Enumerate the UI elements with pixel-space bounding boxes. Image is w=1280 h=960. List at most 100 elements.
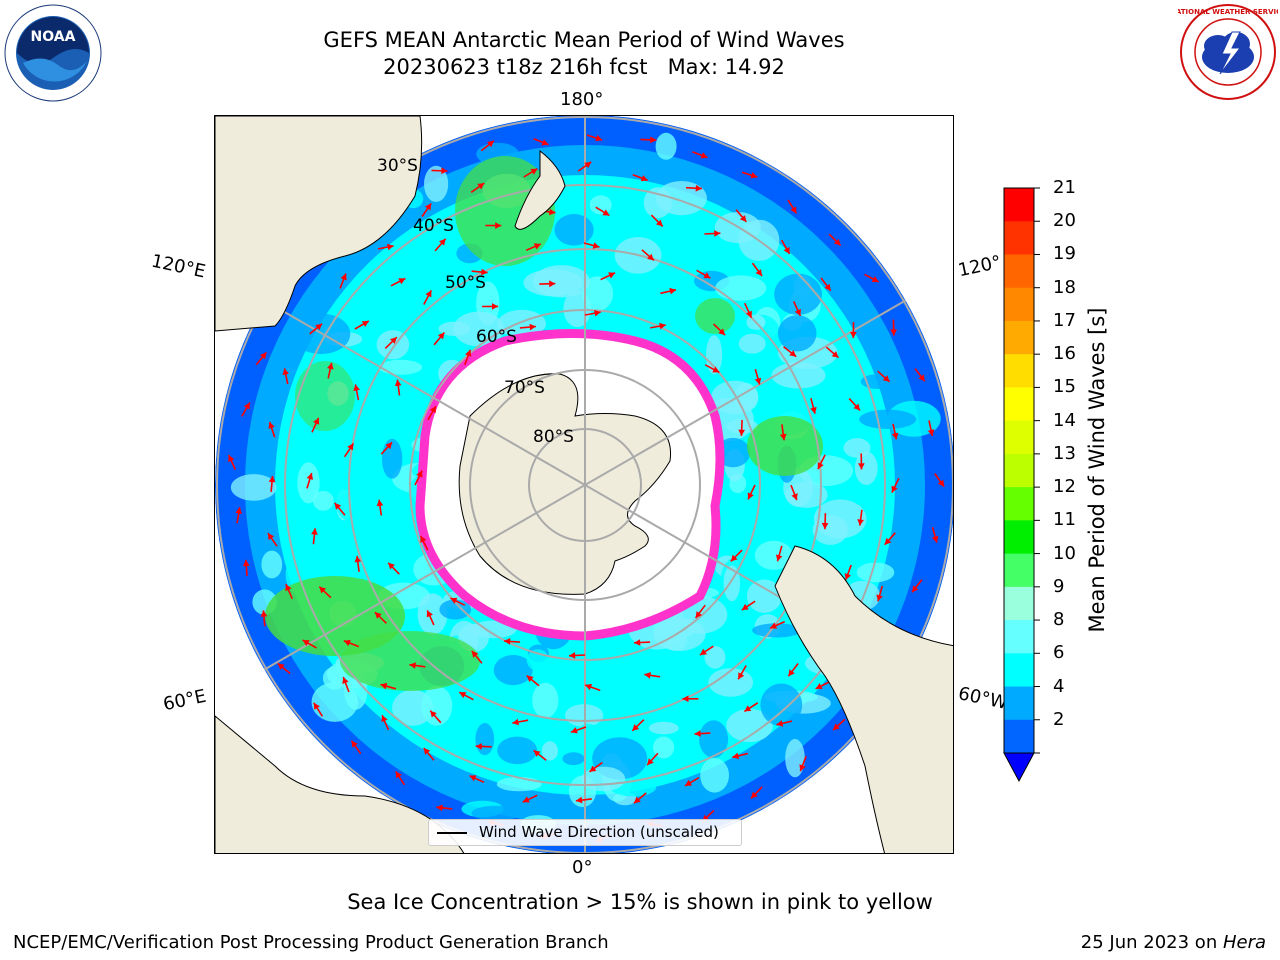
- wave-period-patch: [653, 736, 675, 759]
- lat-label-60s: 60°S: [476, 327, 517, 347]
- wind-wave-arrow: [825, 346, 840, 359]
- wind-wave-arrow: [381, 714, 390, 731]
- wave-period-patch: [581, 766, 626, 792]
- wind-wave-arrow: [575, 796, 592, 804]
- wind-wave-arrow: [414, 470, 423, 486]
- wind-wave-arrow: [641, 249, 655, 261]
- wind-wave-arrow: [600, 272, 616, 281]
- wind-wave-arrow: [480, 140, 495, 152]
- wind-wave-arrow: [732, 752, 749, 760]
- wave-period-patch: [562, 752, 585, 766]
- wave-period-patch: [421, 686, 453, 726]
- wind-wave-arrow: [512, 718, 529, 726]
- colorbar-tick-label: 16: [1053, 343, 1076, 365]
- wind-wave-arrow: [815, 680, 831, 690]
- wind-wave-arrow: [631, 719, 645, 732]
- colorbar: [1003, 187, 1040, 783]
- wind-wave-arrow: [429, 710, 442, 724]
- wind-wave-arrow: [469, 774, 485, 784]
- wind-wave-arrow: [696, 269, 711, 279]
- wind-wave-arrow: [848, 398, 861, 411]
- colorbar-tick-label: 4: [1053, 675, 1065, 697]
- colorbar-segment: [1004, 520, 1034, 555]
- wind-wave-arrow: [877, 370, 891, 383]
- wind-wave-arrow: [431, 167, 448, 175]
- wind-wave-arrow: [832, 718, 846, 731]
- antarctica-land: [458, 373, 672, 595]
- wave-period-patch: [230, 474, 277, 501]
- colorbar-segment: [1004, 620, 1034, 654]
- wind-wave-arrow: [423, 290, 433, 305]
- wave-period-patch: [760, 683, 803, 727]
- colorbar-tick-label: 10: [1053, 542, 1076, 564]
- colorbar-segment: [1004, 686, 1034, 721]
- colorbar-tick-label: 19: [1053, 243, 1076, 265]
- wind-wave-arrow: [475, 743, 492, 750]
- lon-label-60e: 60°E: [161, 685, 208, 716]
- wave-period-patch: [653, 617, 706, 651]
- wave-period-patch: [745, 487, 776, 516]
- wind-wave-arrow: [242, 559, 250, 576]
- wind-wave-arrow: [589, 761, 603, 773]
- wave-period-patch: [699, 720, 729, 758]
- wind-wave-arrow: [743, 702, 759, 713]
- nws-logo: NATIONAL WEATHER SERVICE: [1178, 4, 1278, 100]
- wind-wave-arrow: [828, 233, 842, 246]
- colorbar-segment: [1004, 387, 1034, 422]
- colorbar-tick-label: 13: [1053, 442, 1076, 464]
- wind-wave-arrow: [914, 368, 926, 382]
- wind-wave-arrow: [390, 277, 406, 287]
- wind-wave-arrow: [660, 287, 677, 295]
- wind-wave-arrow: [730, 549, 743, 562]
- wind-wave-arrow: [374, 611, 387, 624]
- wind-wave-arrow: [260, 610, 268, 627]
- wave-period-patch: [541, 741, 558, 761]
- wind-wave-arrow: [799, 756, 807, 772]
- wind-wave-arrow: [644, 672, 661, 679]
- colorbar-tick-label: 21: [1053, 177, 1076, 198]
- lat-label-40s: 40°S: [413, 216, 454, 236]
- wind-wave-arrow: [649, 322, 666, 330]
- wave-area-green: [295, 361, 355, 431]
- lon-label-180: 180°: [560, 89, 604, 110]
- wind-wave-arrow: [750, 786, 763, 799]
- wind-wave-arrow: [844, 564, 852, 581]
- wind-wave-arrow: [343, 639, 360, 648]
- wave-period-patch: [312, 490, 334, 511]
- wave-area-green: [455, 156, 555, 266]
- wave-period-patch: [754, 540, 793, 570]
- new-zealand-land: [514, 149, 566, 230]
- wind-wave-arrow: [395, 770, 406, 786]
- wind-wave-arrow: [934, 473, 945, 488]
- wind-wave-arrow: [751, 262, 763, 277]
- lat-label-50s: 50°S: [445, 273, 486, 293]
- wind-wave-arrow: [384, 336, 398, 349]
- wind-wave-arrow: [318, 586, 332, 599]
- wind-wave-arrow: [426, 610, 435, 626]
- wave-period-patch: [655, 132, 677, 160]
- wind-wave-arrow: [526, 674, 540, 687]
- wave-area-green: [695, 298, 735, 334]
- wind-wave-arrow: [267, 532, 278, 547]
- colorbar-tick-label: 11: [1053, 509, 1076, 531]
- footer-host: Hera: [1222, 932, 1266, 953]
- noaa-logo: NOAA: [4, 4, 102, 102]
- wind-wave-arrow: [241, 402, 251, 417]
- colorbar-segment: [1004, 586, 1034, 621]
- wind-wave-arrow: [525, 243, 542, 252]
- wind-wave-arrow: [376, 499, 384, 516]
- wind-wave-arrow: [779, 424, 787, 441]
- wave-period-patch: [526, 649, 549, 671]
- wind-wave-arrow: [503, 638, 520, 645]
- wind-wave-arrow: [713, 323, 726, 336]
- wind-wave-arrow: [685, 184, 702, 192]
- wave-period-patch: [381, 438, 403, 479]
- wind-wave-arrow: [533, 138, 549, 146]
- wave-period-patch: [261, 550, 283, 579]
- wind-wave-arrow: [268, 475, 276, 492]
- wind-wave-arrow: [741, 171, 758, 179]
- chart-subtitle: 20230623 t18z 216h fcst Max: 14.92: [383, 55, 785, 79]
- wave-period-patch: [704, 646, 726, 669]
- wind-wave-arrow: [738, 419, 745, 436]
- wind-wave-arrow: [790, 484, 798, 501]
